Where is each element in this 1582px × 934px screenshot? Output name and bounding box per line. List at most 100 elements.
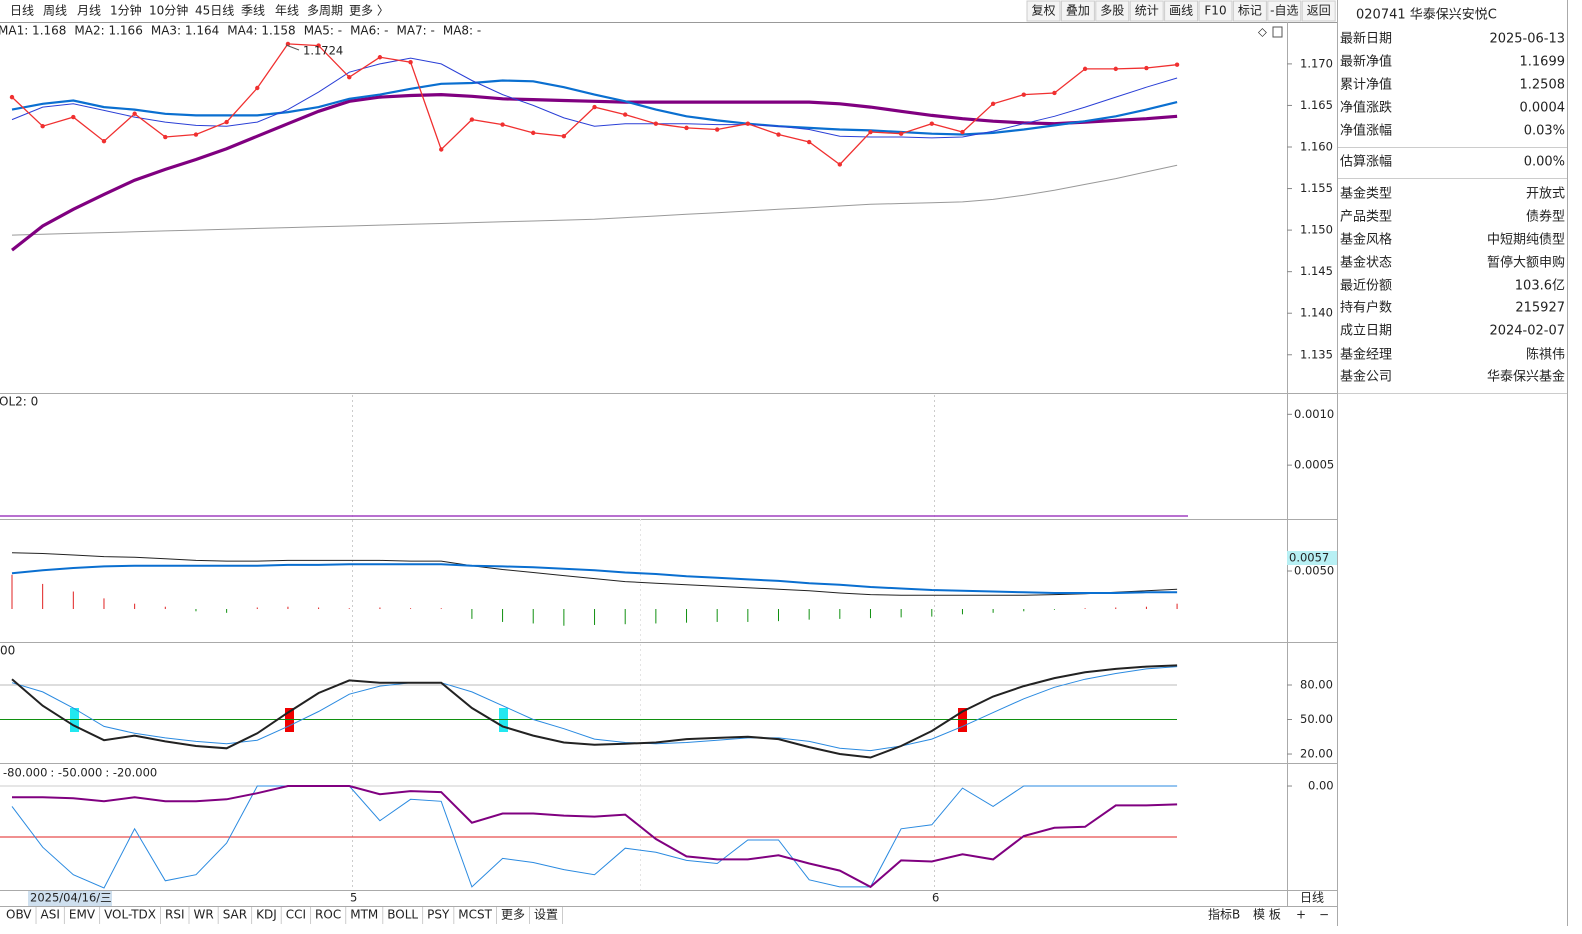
y-tick-label: 0.00: [1308, 779, 1334, 793]
info-value: 0.0004: [1520, 101, 1566, 116]
indicator-tab[interactable]: CCI: [286, 908, 306, 922]
tool-button[interactable]: [1301, 0, 1336, 22]
period-tab[interactable]: 年线: [275, 4, 299, 18]
y-tick-label: 1.160: [1300, 140, 1333, 154]
period-tab[interactable]: 月线: [77, 4, 101, 18]
info-value: 开放式: [1526, 187, 1565, 202]
tool-button-label[interactable]: 标记: [1238, 4, 1262, 18]
period-tab[interactable]: 1分钟: [110, 3, 142, 18]
price-point: [132, 111, 137, 116]
icon[interactable]: [1272, 26, 1283, 38]
info-label: 基金状态: [1340, 255, 1392, 271]
indicator-tab[interactable]: PSY: [427, 908, 450, 922]
info-value: 1.1699: [1520, 55, 1566, 70]
y-tick-label: 1.155: [1300, 181, 1333, 195]
period-label: 日线: [1300, 891, 1324, 905]
series-line: [11, 664, 1178, 759]
info-value: 0.00%: [1524, 155, 1565, 170]
info-value: 暂停大额申购: [1487, 255, 1565, 271]
period-tab[interactable]: 10分钟: [149, 3, 188, 18]
info-value: 215927: [1515, 301, 1565, 316]
y-tick-label: 20.00: [1300, 747, 1333, 761]
tool-button-label[interactable]: -自选: [1270, 4, 1298, 18]
ma-legend: MA3: 1.164: [151, 24, 219, 38]
price-point: [224, 119, 229, 125]
info-label: 持有户数: [1340, 300, 1392, 316]
indicator-tab[interactable]: MTM: [350, 908, 378, 922]
info-value: 华泰保兴基金: [1487, 369, 1565, 385]
tool-button-label[interactable]: 统计: [1135, 4, 1159, 18]
tool-button[interactable]: [1164, 0, 1199, 22]
indicator-tab[interactable]: OBV: [6, 908, 32, 922]
bottom-button[interactable]: +: [1296, 908, 1306, 922]
tool-button[interactable]: [1267, 0, 1302, 22]
tool-button-label[interactable]: 多股: [1100, 4, 1124, 18]
info-label: 产品类型: [1340, 210, 1392, 225]
series-line: [11, 785, 1178, 889]
price-point: [347, 74, 352, 80]
series-line: [12, 785, 1178, 889]
indicator-tab[interactable]: BOLL: [387, 908, 418, 922]
indicator-tab[interactable]: RSI: [165, 908, 185, 922]
price-point: [868, 129, 873, 135]
tool-button-label[interactable]: 复权: [1031, 4, 1055, 18]
indicator-tab[interactable]: 设置: [534, 908, 558, 922]
icon[interactable]: ◇: [1258, 25, 1267, 39]
indicator-tab[interactable]: ASI: [41, 908, 60, 922]
tool-button-label[interactable]: 返回: [1307, 4, 1331, 18]
tool-button[interactable]: [1198, 0, 1233, 22]
y-tick-label: 1.170: [1300, 56, 1333, 70]
period-tab[interactable]: 更多 〉: [349, 4, 389, 18]
info-value: 2025-06-13: [1489, 32, 1565, 47]
tool-button[interactable]: [1129, 0, 1164, 22]
info-value: 债券型: [1526, 209, 1565, 225]
tool-button-label[interactable]: 叠加: [1066, 4, 1090, 18]
kdj-legend: 00: [0, 644, 15, 658]
price-point: [500, 122, 505, 127]
ma-legend: MA4: 1.158: [227, 24, 295, 38]
indicator-tab[interactable]: EMV: [69, 908, 96, 922]
period-tab[interactable]: 45日线: [195, 4, 234, 18]
price-point: [653, 121, 659, 126]
bottom-button[interactable]: 指标B: [1208, 907, 1240, 922]
price-point: [255, 85, 260, 91]
period-tab[interactable]: 日线: [10, 4, 34, 18]
price-point: [623, 112, 628, 117]
indicator-tab[interactable]: 更多: [501, 908, 525, 922]
price-point: [745, 121, 751, 126]
period-tab[interactable]: 季线: [241, 4, 265, 18]
indicator-tab[interactable]: KDJ: [256, 908, 277, 922]
indicator-tab[interactable]: MCST: [458, 908, 492, 922]
series-line: [11, 563, 1178, 594]
indicator-tab[interactable]: WR: [194, 908, 214, 922]
info-label: 基金公司: [1340, 369, 1392, 385]
tool-button-label[interactable]: F10: [1204, 4, 1226, 18]
bottom-button[interactable]: −: [1319, 908, 1329, 922]
info-label: 最近份额: [1340, 279, 1392, 294]
tool-button-label[interactable]: 画线: [1169, 4, 1193, 18]
wr-legend: : -20.000: [105, 766, 157, 780]
period-tab[interactable]: 周线: [43, 4, 67, 18]
series-line: [11, 552, 1178, 596]
price-point: [163, 134, 168, 140]
tool-button[interactable]: [1026, 0, 1061, 22]
y-tick-label: 1.165: [1300, 98, 1333, 112]
period-tab[interactable]: 多周期: [307, 4, 343, 18]
series-line: [11, 57, 1178, 139]
indicator-tab[interactable]: VOL-TDX: [104, 908, 156, 922]
indicator-tab[interactable]: ROC: [315, 908, 341, 922]
info-value: 2024-02-07: [1489, 324, 1565, 339]
tool-button[interactable]: [1095, 0, 1130, 22]
annotation-arrow: [285, 44, 300, 51]
bottom-button[interactable]: 模 板: [1253, 908, 1281, 922]
indicator-tab[interactable]: SAR: [223, 908, 247, 922]
price-point: [837, 162, 843, 167]
tool-button[interactable]: [1060, 0, 1095, 22]
ma-legend: MA6: -: [350, 24, 388, 38]
tool-button[interactable]: [1232, 0, 1267, 22]
price-point: [1144, 65, 1149, 71]
price-point: [684, 125, 689, 131]
price-point: [898, 131, 904, 136]
